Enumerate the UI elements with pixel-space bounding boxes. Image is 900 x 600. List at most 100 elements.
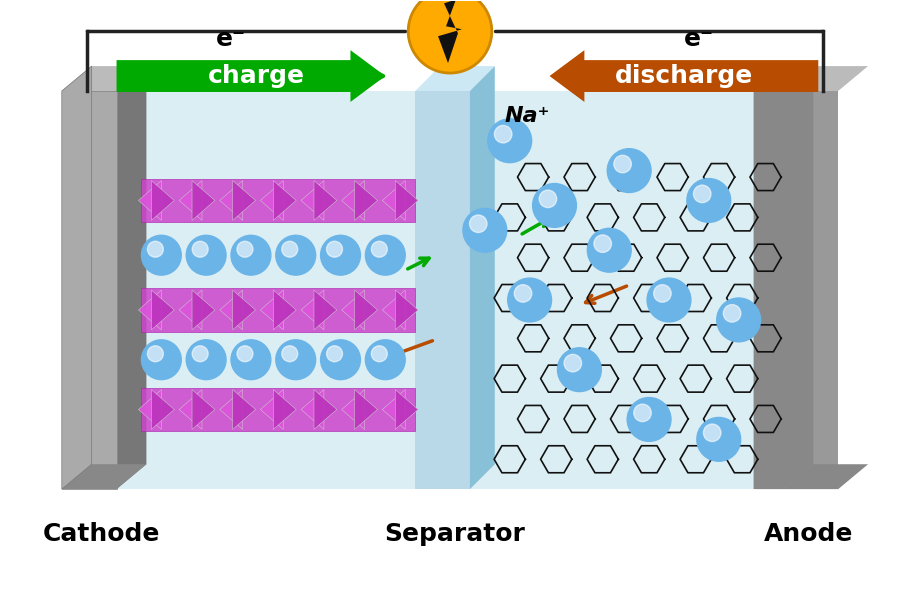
Polygon shape — [260, 290, 284, 330]
Circle shape — [409, 0, 491, 73]
FancyBboxPatch shape — [141, 288, 415, 332]
Text: Na⁺: Na⁺ — [505, 106, 550, 126]
Polygon shape — [151, 389, 175, 430]
Circle shape — [694, 185, 711, 203]
Circle shape — [594, 235, 611, 253]
FancyBboxPatch shape — [62, 91, 838, 489]
Circle shape — [372, 346, 387, 362]
Polygon shape — [220, 290, 243, 330]
Polygon shape — [395, 389, 419, 430]
Text: e⁻: e⁻ — [216, 27, 246, 51]
Polygon shape — [314, 181, 337, 220]
Polygon shape — [192, 389, 215, 430]
Circle shape — [588, 229, 631, 272]
FancyBboxPatch shape — [783, 91, 838, 489]
FancyBboxPatch shape — [141, 179, 415, 223]
Circle shape — [704, 424, 721, 442]
Circle shape — [533, 184, 576, 227]
Text: e⁻: e⁻ — [684, 27, 714, 51]
Polygon shape — [260, 181, 284, 220]
Polygon shape — [314, 389, 337, 430]
Circle shape — [647, 278, 691, 322]
Polygon shape — [314, 290, 337, 330]
Polygon shape — [301, 389, 324, 430]
Polygon shape — [179, 389, 202, 430]
Circle shape — [327, 241, 343, 257]
Polygon shape — [274, 389, 296, 430]
Circle shape — [237, 241, 253, 257]
Polygon shape — [117, 66, 147, 489]
FancyBboxPatch shape — [62, 91, 117, 489]
Text: Cathode: Cathode — [43, 522, 160, 546]
Polygon shape — [220, 181, 243, 220]
Circle shape — [141, 235, 181, 275]
Polygon shape — [233, 181, 256, 220]
Polygon shape — [192, 181, 215, 220]
Polygon shape — [342, 181, 364, 220]
Circle shape — [275, 340, 316, 380]
Polygon shape — [233, 389, 256, 430]
Polygon shape — [139, 389, 161, 430]
Polygon shape — [62, 66, 147, 91]
Text: discharge: discharge — [615, 64, 753, 88]
Polygon shape — [355, 290, 377, 330]
Polygon shape — [192, 290, 215, 330]
Circle shape — [627, 398, 671, 442]
Circle shape — [231, 235, 271, 275]
Circle shape — [372, 241, 387, 257]
Polygon shape — [382, 290, 405, 330]
Polygon shape — [274, 290, 296, 330]
Polygon shape — [62, 464, 147, 489]
Circle shape — [608, 149, 651, 193]
Polygon shape — [355, 389, 377, 430]
Circle shape — [564, 355, 581, 372]
Polygon shape — [783, 464, 868, 489]
Polygon shape — [151, 181, 175, 220]
Circle shape — [320, 235, 360, 275]
Circle shape — [470, 215, 487, 233]
FancyArrow shape — [117, 50, 385, 102]
Polygon shape — [179, 181, 202, 220]
Circle shape — [231, 340, 271, 380]
Polygon shape — [301, 181, 324, 220]
Polygon shape — [260, 389, 284, 430]
Circle shape — [327, 346, 343, 362]
Circle shape — [687, 179, 731, 223]
FancyBboxPatch shape — [415, 91, 470, 489]
Polygon shape — [342, 290, 364, 330]
Polygon shape — [151, 290, 175, 330]
Polygon shape — [438, 0, 462, 63]
Circle shape — [463, 208, 507, 252]
Polygon shape — [301, 290, 324, 330]
Circle shape — [716, 298, 760, 342]
Polygon shape — [139, 181, 161, 220]
Circle shape — [614, 155, 632, 173]
Circle shape — [282, 241, 298, 257]
FancyBboxPatch shape — [141, 388, 415, 431]
Circle shape — [365, 235, 405, 275]
Polygon shape — [62, 66, 92, 489]
Polygon shape — [395, 181, 419, 220]
Polygon shape — [382, 181, 405, 220]
Polygon shape — [415, 66, 495, 91]
Polygon shape — [139, 290, 161, 330]
Circle shape — [186, 235, 226, 275]
Polygon shape — [342, 389, 364, 430]
Polygon shape — [355, 181, 377, 220]
Polygon shape — [470, 66, 495, 489]
Circle shape — [508, 278, 552, 322]
Circle shape — [514, 284, 532, 302]
Circle shape — [193, 241, 208, 257]
Circle shape — [557, 348, 601, 392]
Polygon shape — [382, 389, 405, 430]
Circle shape — [275, 235, 316, 275]
Circle shape — [320, 340, 360, 380]
Polygon shape — [783, 66, 868, 91]
Circle shape — [141, 340, 181, 380]
Circle shape — [365, 340, 405, 380]
Polygon shape — [274, 181, 296, 220]
Circle shape — [697, 418, 741, 461]
Circle shape — [653, 284, 671, 302]
Circle shape — [193, 346, 208, 362]
Text: Separator: Separator — [384, 522, 526, 546]
